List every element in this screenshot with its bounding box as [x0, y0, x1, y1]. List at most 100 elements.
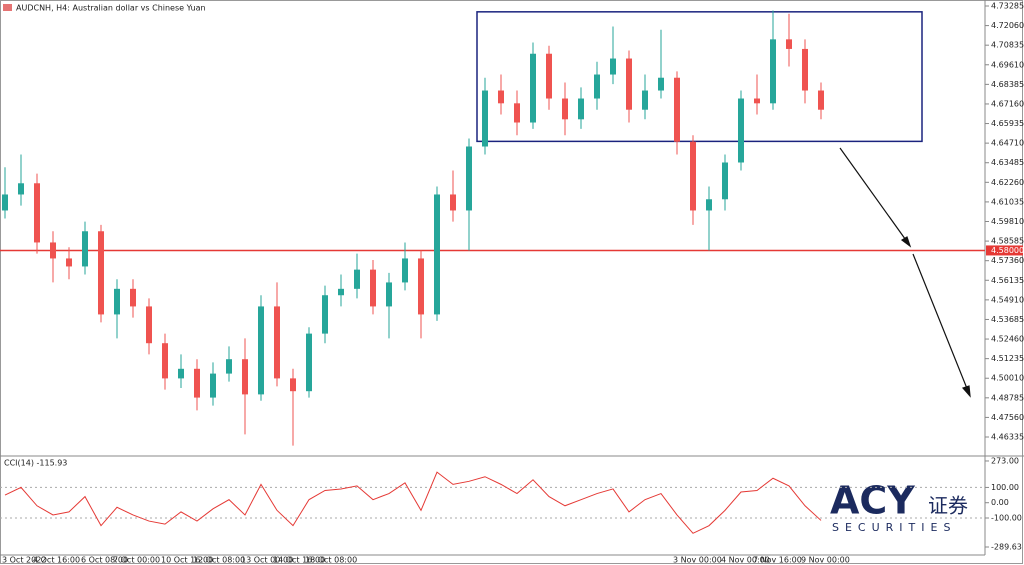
indicator-title: CCI(14) -115.93: [4, 459, 67, 468]
candle-body: [498, 90, 504, 104]
candle-body: [482, 90, 488, 147]
candle-body: [66, 258, 72, 267]
y-tick-label: 273.00: [991, 456, 1019, 465]
candle-body: [210, 373, 216, 398]
candle-body: [738, 98, 744, 163]
logo-cn: 证券: [928, 494, 968, 518]
y-tick-label: 4.46335: [991, 433, 1024, 442]
candle-body: [642, 90, 648, 110]
candle-body: [306, 333, 312, 392]
y-tick-label: 4.65935: [991, 119, 1024, 128]
candle-body: [354, 269, 360, 289]
candle-body: [146, 306, 152, 344]
candle-body: [98, 231, 104, 315]
x-tick-label: 4 Oct 16:00: [33, 556, 80, 565]
candle-body: [194, 368, 200, 398]
candle-body: [226, 359, 232, 374]
candle-body: [578, 98, 584, 120]
x-tick-label: 9 Nov 00:00: [801, 556, 850, 565]
candle-body: [290, 378, 296, 392]
x-tick-label: 7 Nov 16:00: [753, 556, 802, 565]
level-label: 4.58000: [991, 246, 1024, 255]
candle-body: [530, 53, 536, 123]
candle-body: [18, 183, 24, 195]
x-tick-label: 4 Nov 00:00: [721, 556, 770, 565]
y-tick-label: 100.00: [991, 483, 1019, 492]
candle-body: [322, 295, 328, 334]
logo-sub: SECURITIES: [832, 521, 956, 534]
y-tick-label: 4.72060: [991, 21, 1024, 30]
candle-body: [818, 90, 824, 110]
arrow-head: [961, 385, 971, 398]
candle-body: [338, 288, 344, 296]
y-tick-label: 4.48785: [991, 393, 1024, 402]
y-tick-label: 4.63485: [991, 158, 1024, 167]
y-tick-label: 4.64710: [991, 139, 1024, 148]
y-tick-label: 4.54910: [991, 295, 1024, 304]
y-tick-label: 4.69610: [991, 60, 1024, 69]
range-box: [476, 11, 923, 143]
candle-body: [242, 359, 248, 395]
y-tick-label: 4.57360: [991, 256, 1024, 265]
candle-body: [610, 58, 616, 75]
candle-body: [802, 48, 808, 91]
arrows: [839, 147, 971, 398]
x-tick-label: 14 Oct 16:00: [273, 556, 325, 565]
y-tick-label: -289.63: [991, 542, 1022, 551]
indicator-line: [4, 471, 822, 534]
x-tick-label: 12 Oct 08:00: [193, 556, 245, 565]
candle-body: [770, 39, 776, 104]
candle-body: [258, 306, 264, 395]
y-tick-label: 4.61035: [991, 197, 1024, 206]
x-tick-label: 3 Oct 2022: [2, 556, 46, 565]
level-label-bg: [986, 245, 1023, 256]
x-tick-label: 18 Oct 08:00: [305, 556, 357, 565]
candle-body: [370, 269, 376, 307]
candle-body: [178, 368, 184, 379]
candle-body: [386, 282, 392, 307]
candle-body: [114, 288, 120, 315]
candle-body: [130, 288, 136, 307]
y-tick-label: 4.70835: [991, 41, 1024, 50]
x-tick-label: 7 Oct 00:00: [113, 556, 160, 565]
arrow: [839, 147, 909, 244]
x-tick-label: 10 Oct 16:00: [161, 556, 213, 565]
candle-body: [514, 103, 520, 123]
candle-body: [786, 39, 792, 49]
candle-body: [434, 194, 440, 315]
x-tick-label: 3 Nov 00:00: [673, 556, 722, 565]
y-tick-label: -100.00: [991, 514, 1022, 523]
x-tick-label: 13 Oct 00:00: [241, 556, 293, 565]
y-tick-label: 4.73285: [991, 1, 1024, 10]
candle-body: [674, 77, 680, 142]
candle-body: [690, 141, 696, 211]
y-tick-label: 4.56135: [991, 276, 1024, 285]
symbol-icon: [3, 4, 12, 11]
y-tick-label: 4.67160: [991, 99, 1024, 108]
candle-body: [722, 162, 728, 200]
y-tick-label: 4.68385: [991, 80, 1024, 89]
y-tick-label: 4.52460: [991, 335, 1024, 344]
candle-body: [546, 53, 552, 99]
candle-body: [466, 146, 472, 211]
y-tick-label: 0.00: [991, 498, 1009, 507]
y-tick-label: 4.51235: [991, 354, 1024, 363]
candle-body: [274, 306, 280, 379]
y-tick-label: 4.47560: [991, 413, 1024, 422]
y-tick-label: 4.59810: [991, 217, 1024, 226]
y-tick-label: 4.50010: [991, 374, 1024, 383]
candle-body: [2, 194, 8, 211]
candle-body: [402, 258, 408, 283]
logo-brand: ACY: [830, 479, 915, 523]
y-tick-label: 4.62260: [991, 178, 1024, 187]
candle-body: [626, 58, 632, 110]
arrow-head: [900, 236, 912, 248]
candle-body: [50, 242, 56, 259]
chart-title: AUDCNH, H4: Australian dollar vs Chinese…: [16, 4, 206, 13]
candle-body: [594, 74, 600, 99]
candle-body: [754, 98, 760, 104]
candle-body: [34, 183, 40, 243]
candle-body: [562, 98, 568, 120]
